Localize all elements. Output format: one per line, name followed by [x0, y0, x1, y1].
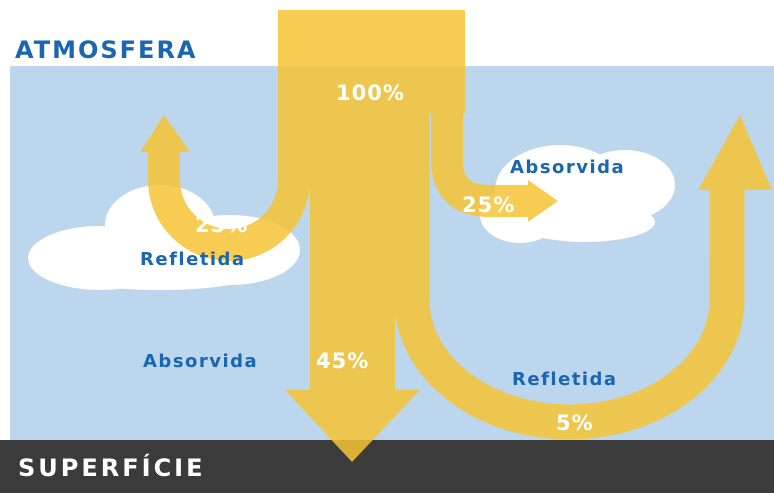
- flow-label: Absorvida: [143, 351, 258, 372]
- flow-percent: 25%: [195, 213, 248, 237]
- flow-label: Absorvida: [510, 157, 625, 178]
- flow-percent: 5%: [556, 411, 594, 435]
- incoming-percent: 100%: [336, 81, 405, 105]
- surface-title: SUPERFÍCIE: [18, 453, 206, 482]
- page: ATMOSFERA SUPERFÍCIE 100% 25% Refletida …: [0, 0, 774, 493]
- flow-percent: 45%: [316, 349, 369, 373]
- flow-percent: 25%: [462, 193, 515, 217]
- diagram: ATMOSFERA SUPERFÍCIE 100% 25% Refletida …: [0, 0, 774, 493]
- flow-label: Refletida: [512, 369, 618, 390]
- atmosphere-title: ATMOSFERA: [15, 36, 198, 64]
- flow-label: Refletida: [140, 249, 246, 270]
